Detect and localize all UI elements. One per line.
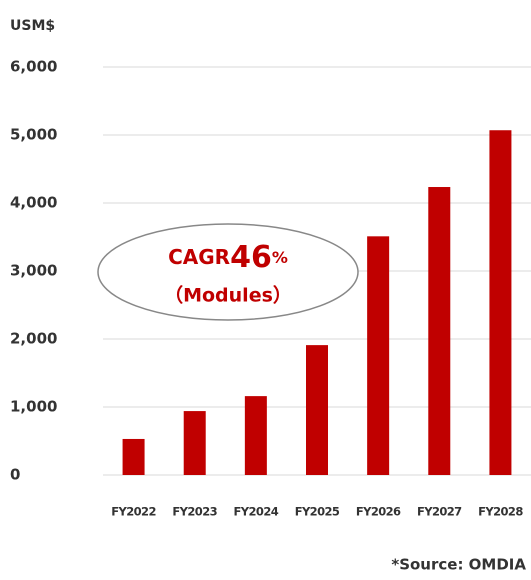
annotation-suffix: % [272, 248, 288, 267]
bar [122, 438, 145, 475]
y-tick-label: 4,000 [10, 194, 57, 212]
bar [306, 345, 328, 475]
y-tick-label: 5,000 [10, 126, 57, 144]
annotation-ellipse [97, 223, 359, 321]
bar [244, 396, 267, 475]
source: *Source: OMDIA [391, 556, 526, 574]
bar [428, 187, 451, 475]
y-tick-label: 6,000 [10, 58, 57, 76]
annotation-cagr: CAGR46% [168, 240, 288, 275]
y-tick-label: 0 [10, 466, 20, 484]
annotation-prefix: CAGR [168, 245, 230, 269]
y-tick-label: 1,000 [10, 398, 57, 416]
bar [183, 411, 206, 475]
y-tick-label: 3,000 [10, 262, 57, 280]
x-tick-label: FY2022 [111, 505, 156, 519]
x-tick-label: FY2026 [356, 505, 401, 519]
x-tick-label: FY2023 [172, 505, 217, 519]
annotation-note: （Modules） [164, 284, 292, 307]
x-tick-label: FY2028 [478, 505, 523, 519]
y-tick-label: 2,000 [10, 330, 57, 348]
x-tick-label: FY2024 [234, 505, 279, 519]
annotation-value: 46 [230, 240, 272, 275]
unit-label: USM$ [10, 18, 55, 34]
bar [367, 236, 390, 475]
x-tick-label: FY2025 [295, 505, 340, 519]
bar [489, 130, 512, 476]
x-tick-label: FY2027 [417, 505, 462, 519]
